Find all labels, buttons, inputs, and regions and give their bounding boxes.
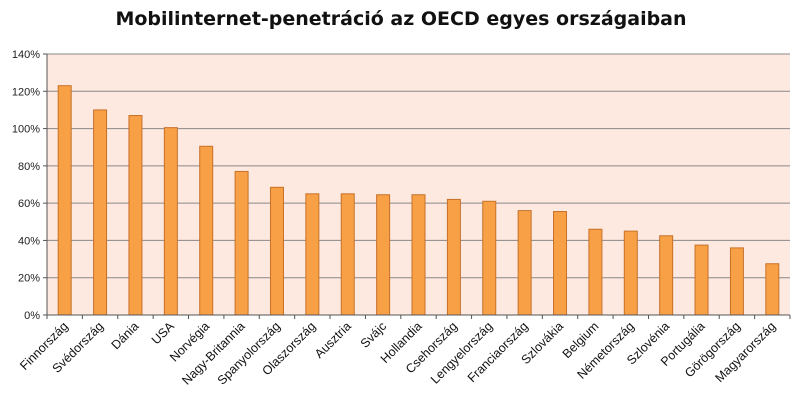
bar — [269, 186, 284, 316]
bar — [553, 211, 568, 316]
x-category-label: Dánia — [109, 319, 142, 352]
x-category-label: Spanyolország — [215, 319, 283, 387]
bar — [729, 247, 744, 316]
bars — [57, 85, 780, 316]
bar — [305, 193, 320, 316]
x-category-label: USA — [149, 319, 178, 348]
bar — [517, 210, 532, 316]
bar — [128, 115, 143, 316]
y-tick-label: 60% — [18, 198, 40, 210]
bar — [234, 170, 249, 316]
bar — [340, 193, 355, 316]
bar — [93, 109, 108, 316]
y-tick-label: 120% — [12, 86, 40, 98]
y-tick-label: 40% — [18, 235, 40, 247]
y-tick-label: 100% — [12, 124, 40, 136]
bar — [694, 244, 709, 316]
bar — [163, 127, 178, 316]
bar — [376, 194, 391, 316]
x-category-label: Nagy-Britannia — [179, 319, 247, 387]
bar — [411, 194, 426, 316]
bar — [482, 200, 497, 316]
x-category-label: Lengyelország — [428, 319, 495, 386]
y-tick-label: 80% — [18, 161, 40, 173]
y-tick-label: 0% — [24, 310, 40, 322]
y-tick-label: 140% — [12, 49, 40, 61]
bar — [765, 263, 780, 316]
bar — [199, 145, 214, 316]
bar — [623, 230, 638, 316]
x-category-label: Ausztria — [312, 319, 354, 361]
chart-title: Mobilinternet-penetráció az OECD egyes o… — [115, 8, 687, 30]
bar — [588, 228, 603, 316]
y-tick-label: 20% — [18, 273, 40, 285]
y-axis-ticks: 0% 20% 40% 60% 80% 100% 120% 140% — [12, 49, 47, 322]
bar — [659, 235, 674, 316]
bar — [446, 198, 461, 316]
bar — [57, 85, 72, 316]
x-category-label: Svájc — [358, 319, 390, 351]
